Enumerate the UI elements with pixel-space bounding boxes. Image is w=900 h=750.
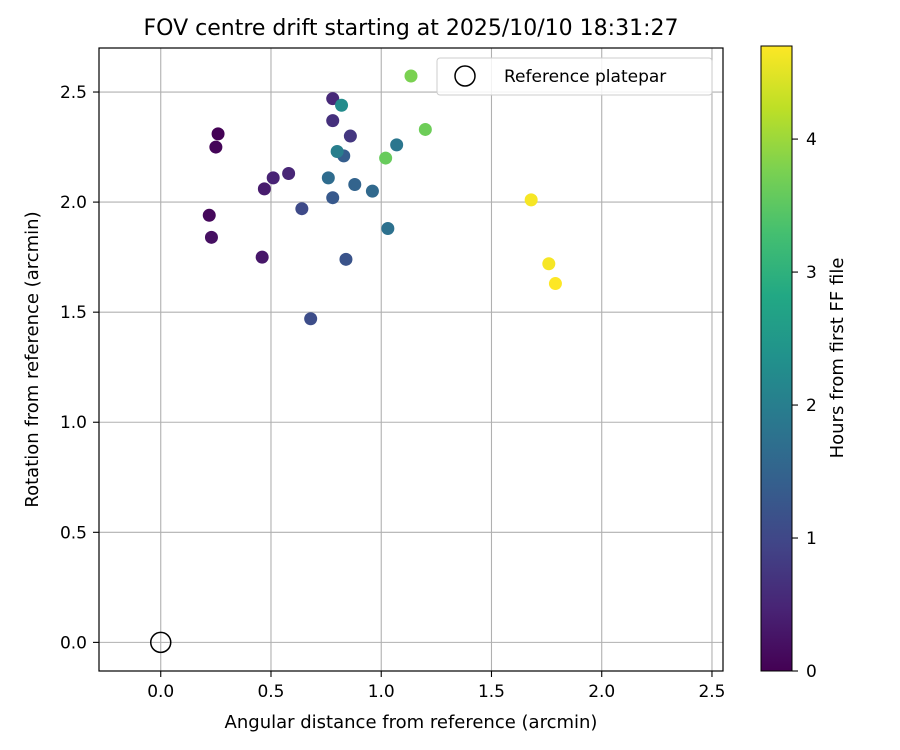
data-point [390, 138, 404, 152]
colorbar-ticks: 0 1 2 3 4 [792, 130, 817, 682]
x-axis-label: Angular distance from reference (arcmin) [225, 712, 598, 733]
data-point [418, 122, 432, 136]
y-axis-ticks: 0.0 0.5 1.0 1.5 2.0 2.5 [60, 83, 99, 653]
reference-marker [149, 631, 172, 654]
data-point [326, 114, 340, 128]
y-tick-label: 1.5 [60, 303, 87, 323]
data-point [339, 252, 353, 266]
data-point [542, 257, 556, 271]
data-point [295, 202, 309, 216]
colorbar-tick-label: 3 [806, 263, 817, 283]
data-point [204, 230, 218, 244]
y-tick-label: 1.0 [60, 413, 87, 433]
legend-marker-reference [454, 65, 476, 87]
data-point [326, 191, 340, 205]
colorbar-tick-label: 1 [806, 529, 817, 549]
colorbar: 0 1 2 3 4 Hours from first FF file [760, 45, 848, 682]
x-tick-label: 0.0 [147, 682, 174, 702]
y-axis-label: Rotation from reference (arcmin) [22, 211, 43, 507]
legend-label-reference: Reference platepar [504, 67, 666, 87]
legend-box [436, 57, 713, 96]
data-point [257, 182, 271, 196]
x-tick-label: 1.5 [478, 682, 505, 702]
data-point [211, 127, 225, 141]
data-point [548, 277, 562, 291]
data-point [282, 166, 296, 180]
colorbar-tick-label: 4 [806, 130, 817, 150]
data-point [209, 140, 223, 154]
plot-area [98, 47, 724, 672]
x-tick-label: 2.5 [698, 682, 725, 702]
data-points [202, 92, 562, 326]
reference-platepar-point [149, 631, 172, 654]
data-point [524, 193, 538, 207]
data-point [379, 151, 393, 165]
data-point [365, 184, 379, 198]
data-point [304, 312, 318, 326]
data-point [266, 171, 280, 185]
y-tick-label: 2.5 [60, 83, 87, 103]
colorbar-tick-label: 0 [806, 662, 817, 682]
data-point [348, 177, 362, 191]
y-tick-label: 0.0 [60, 633, 87, 653]
x-axis-ticks: 0.0 0.5 1.0 1.5 2.0 2.5 [147, 671, 725, 702]
x-tick-label: 0.5 [257, 682, 284, 702]
data-point [343, 129, 357, 143]
y-tick-label: 2.0 [60, 193, 87, 213]
y-tick-label: 0.5 [60, 523, 87, 543]
data-point [335, 98, 349, 112]
data-point [202, 208, 216, 222]
legend-marker-points [404, 69, 418, 83]
data-point [330, 144, 344, 158]
x-tick-label: 2.0 [588, 682, 615, 702]
legend: Reference platepar [404, 57, 713, 96]
colorbar-label: Hours from first FF file [827, 258, 848, 459]
x-tick-label: 1.0 [368, 682, 395, 702]
data-point [321, 171, 335, 185]
colorbar-tick-label: 2 [806, 396, 817, 416]
grid [99, 48, 723, 671]
chart-title: FOV centre drift starting at 2025/10/10 … [144, 16, 679, 41]
colorbar-gradient [760, 45, 793, 672]
data-point [255, 250, 269, 264]
data-point [381, 222, 395, 236]
data-point [326, 92, 340, 106]
